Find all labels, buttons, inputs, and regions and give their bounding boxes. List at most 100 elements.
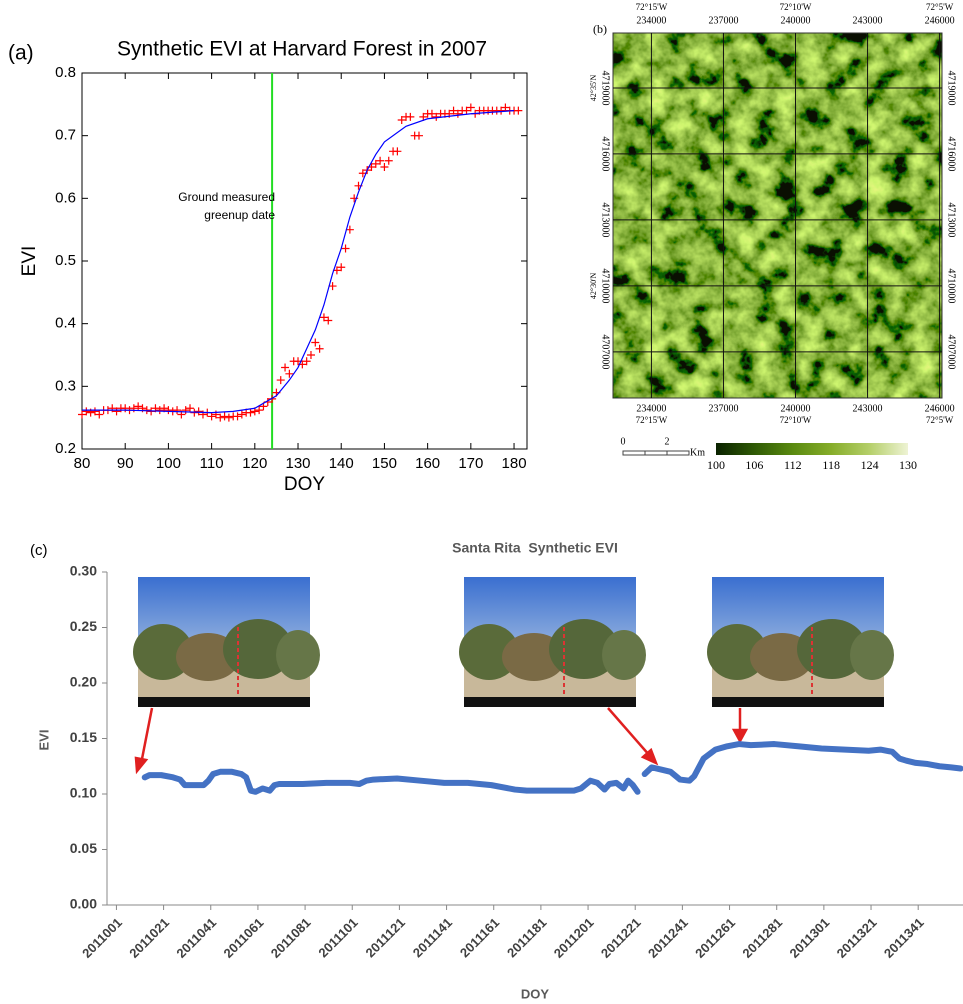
- data-point: [514, 107, 522, 115]
- y-tick-label: 0.05: [70, 840, 97, 856]
- y-tick-label: 4713000: [600, 202, 611, 237]
- y-tick-label: 4719000: [946, 70, 957, 105]
- y-tick-label: 4719000: [600, 70, 611, 105]
- x-tick-label: 180: [502, 455, 527, 472]
- x-axis-label: DOY: [284, 474, 326, 495]
- x-tick-label: 90: [117, 455, 134, 472]
- data-point: [134, 402, 142, 410]
- y-tick-label: 0.8: [55, 64, 76, 81]
- y-tick-label: 0.10: [70, 785, 97, 801]
- x-tick-label: 2011241: [645, 915, 691, 961]
- colorbar-tick-label: 124: [861, 458, 879, 472]
- x-tick-label: 243000: [853, 403, 883, 414]
- x-tick-label: 243000: [853, 15, 883, 26]
- y-tick-label: 4716000: [946, 136, 957, 171]
- data-point: [277, 376, 285, 384]
- y-tick-label: 0.4: [55, 315, 76, 332]
- arrow-head: [734, 730, 746, 741]
- panel-label: (b): [593, 22, 607, 36]
- x-tick-label: 2011061: [221, 915, 267, 961]
- y-tick-label: 0.20: [70, 674, 97, 690]
- x-tick-label: 2011261: [692, 915, 738, 961]
- x-tick-label: 2011281: [739, 915, 785, 961]
- x-tick-label: 2011161: [457, 915, 502, 960]
- y-tick-label: 4713000: [946, 202, 957, 237]
- lon-label: 72°15'W: [636, 2, 668, 12]
- panel-label: (c): [30, 542, 48, 559]
- x-tick-label: 2011301: [787, 915, 833, 961]
- page: {"chart_data": [ {"type": "scatter", "pa…: [0, 0, 963, 1004]
- fitted-curve: [82, 111, 514, 413]
- phenocam-photo: [459, 577, 646, 707]
- data-point: [208, 412, 216, 420]
- y-tick-label: 0.5: [55, 252, 76, 269]
- data-point: [186, 404, 194, 412]
- x-tick-label: 246000: [925, 403, 955, 414]
- x-tick-label: 140: [329, 455, 354, 472]
- lon-label: 72°10'W: [780, 415, 812, 425]
- data-point: [311, 338, 319, 346]
- x-tick-label: 237000: [708, 403, 738, 414]
- x-tick-label: 2011041: [173, 915, 219, 961]
- data-point: [234, 412, 242, 420]
- x-tick-label: 2011321: [834, 915, 880, 961]
- y-axis-label: EVI: [19, 246, 40, 277]
- scale-unit: Km: [690, 447, 705, 458]
- x-tick-label: 2011001: [79, 915, 125, 961]
- scale-bar: [645, 451, 667, 455]
- x-tick-label: 240000: [781, 15, 811, 26]
- scale-bar: [623, 451, 645, 455]
- lon-label: 72°5'W: [926, 415, 954, 425]
- data-point: [156, 406, 164, 414]
- scale-label: 0: [621, 436, 626, 447]
- x-tick-label: 2011021: [126, 915, 172, 961]
- data-point: [238, 411, 246, 419]
- arrow: [608, 708, 650, 756]
- x-tick-label: 130: [286, 455, 311, 472]
- data-point: [281, 364, 289, 372]
- data-point: [221, 412, 229, 420]
- lat-label: 42°35'N: [589, 75, 598, 102]
- lon-label: 72°10'W: [780, 2, 812, 12]
- phenocam-photo: [133, 577, 320, 707]
- colorbar-tick-label: 106: [745, 458, 763, 472]
- y-tick-label: 0.7: [55, 127, 76, 144]
- data-point: [406, 113, 414, 121]
- chart-title: Synthetic EVI at Harvard Forest in 2007: [117, 38, 487, 61]
- colorbar-tick-label: 130: [899, 458, 917, 472]
- y-tick-label: 0.30: [70, 563, 97, 579]
- y-tick-label: 0.2: [55, 440, 76, 457]
- lon-label: 72°5'W: [926, 2, 954, 12]
- x-tick-label: 150: [372, 455, 397, 472]
- y-tick-label: 4707000: [946, 334, 957, 369]
- data-point: [393, 147, 401, 155]
- plot-frame: [82, 73, 527, 449]
- colorbar: [716, 443, 908, 455]
- chart-title: Santa Rita Synthetic EVI: [452, 540, 618, 556]
- y-tick-label: 0.15: [70, 729, 97, 745]
- x-tick-label: 234000: [636, 15, 666, 26]
- x-tick-label: 2011201: [551, 915, 597, 961]
- x-axis-label: DOY: [521, 986, 550, 1001]
- annotation: Ground measured: [178, 190, 275, 204]
- colorbar-tick-label: 100: [707, 458, 725, 472]
- y-tick-label: 0.25: [70, 618, 97, 634]
- y-tick-label: 0.00: [70, 896, 97, 912]
- x-tick-label: 2011221: [598, 915, 644, 961]
- colorbar-tick-label: 118: [822, 458, 840, 472]
- figure: (a)Synthetic EVI at Harvard Forest in 20…: [0, 0, 963, 1004]
- y-axis-label: EVI: [36, 730, 51, 751]
- arrow: [141, 708, 152, 764]
- x-tick-label: 246000: [925, 15, 955, 26]
- scale-label: 2: [665, 436, 670, 447]
- colorbar-tick-label: 112: [784, 458, 802, 472]
- data-point: [182, 406, 190, 414]
- lat-label: 42°30'N: [589, 272, 598, 299]
- x-tick-label: 110: [200, 455, 224, 472]
- data-point: [225, 414, 233, 422]
- data-point: [342, 244, 350, 252]
- x-tick-label: 2011121: [363, 915, 408, 960]
- y-tick-label: 4710000: [946, 268, 957, 303]
- data-point: [415, 132, 423, 140]
- y-tick-label: 0.6: [55, 189, 76, 206]
